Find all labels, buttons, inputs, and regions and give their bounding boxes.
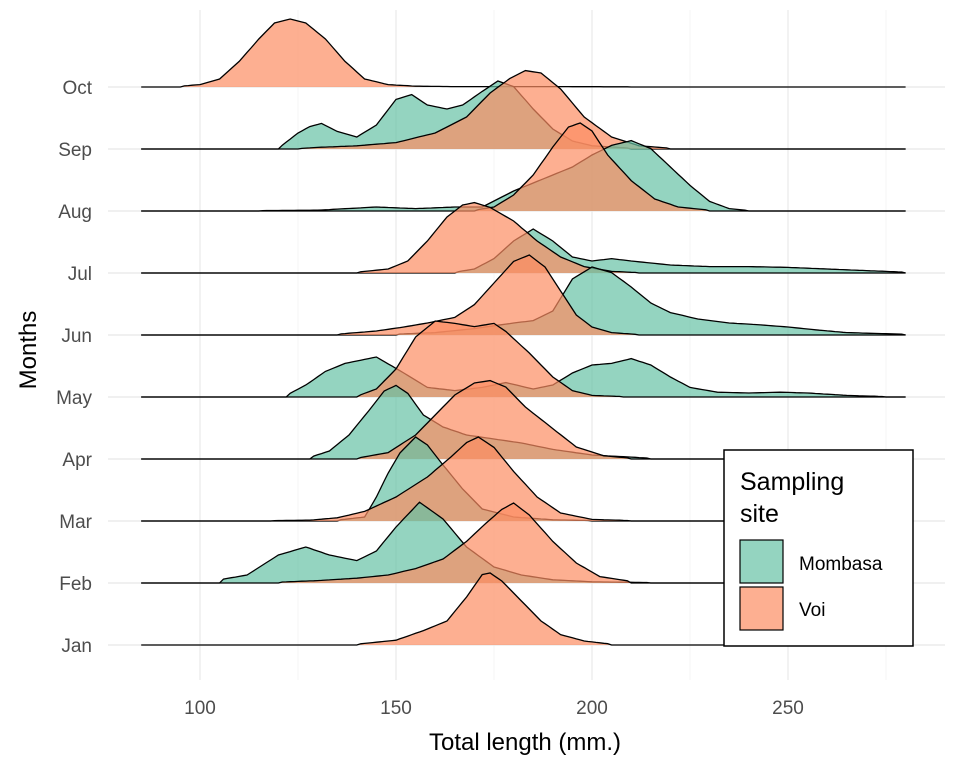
ridge-fill-voi-jan	[141, 573, 906, 645]
x-axis-title: Total length (mm.)	[429, 729, 621, 756]
ridge-row-apr	[141, 379, 906, 460]
ridge-outline-mombasa-may	[141, 356, 906, 398]
legend-label-voi: Voi	[799, 600, 825, 621]
ridge-outline-voi-sep	[141, 69, 906, 150]
ridge-outline-mombasa-aug	[141, 139, 906, 212]
y-tick-label-sep: Sep	[58, 140, 92, 161]
y-tick-label-feb: Feb	[59, 574, 92, 595]
ridge-outline-voi-jan	[141, 572, 906, 646]
ridge-outline-voi-jun	[141, 254, 906, 336]
y-tick-label-aug: Aug	[58, 202, 92, 223]
ridge-outline-voi-may	[141, 320, 906, 398]
legend-title-line-1: Sampling	[740, 468, 844, 496]
y-tick-label-apr: Apr	[62, 450, 92, 471]
x-tick-label: 150	[380, 698, 412, 719]
y-tick-label-jun: Jun	[61, 326, 92, 347]
y-tick-label-oct: Oct	[62, 78, 92, 99]
y-axis-ticks: Jan Feb Mar Apr May Jun Jul Aug Sep Oct	[56, 78, 93, 657]
legend-label-mombasa: Mombasa	[799, 554, 883, 575]
ridge-fill-voi-may	[141, 321, 906, 397]
legend-swatch-voi	[739, 586, 784, 631]
ridge-fill-voi-jul	[141, 202, 906, 273]
ridge-fill-voi-sep	[141, 70, 906, 149]
ridge-fill-mombasa-feb	[141, 502, 906, 583]
ridge-fill-voi-jun	[141, 255, 906, 335]
ridge-row-aug	[141, 122, 906, 212]
ridge-outline-voi-mar	[141, 436, 906, 522]
x-tick-label: 200	[576, 698, 608, 719]
x-axis-ticks: 100 150 200 250	[184, 698, 804, 719]
y-axis-title: Months	[15, 311, 42, 390]
y-tick-label-jul: Jul	[68, 264, 92, 285]
y-tick-label-may: May	[56, 388, 92, 409]
ridge-row-feb	[141, 501, 906, 584]
ridge-outline-voi-aug	[141, 122, 906, 212]
legend-title-line-2: site	[740, 500, 779, 528]
ridge-fill-voi-aug	[141, 123, 906, 211]
legend: Sampling site Mombasa Voi	[723, 449, 914, 647]
ridge-fill-voi-mar	[141, 437, 906, 521]
x-tick-label: 100	[184, 698, 216, 719]
ridge-row-may	[141, 320, 906, 398]
ridge-fill-voi-feb	[141, 503, 906, 583]
ridge-fill-mombasa-may	[141, 357, 906, 397]
x-tick-label: 250	[772, 698, 804, 719]
ridge-fill-voi-apr	[141, 380, 906, 459]
ridge-fill-voi-oct	[141, 19, 906, 87]
ridges	[141, 18, 906, 646]
ridge-row-mar	[141, 436, 906, 522]
y-tick-label-mar: Mar	[59, 512, 92, 533]
ridge-outline-voi-apr	[141, 379, 906, 460]
y-tick-label-jan: Jan	[61, 636, 92, 657]
legend-swatch-mombasa	[739, 539, 784, 584]
ridge-row-jan	[141, 572, 906, 646]
ridge-outline-voi-feb	[141, 502, 906, 584]
